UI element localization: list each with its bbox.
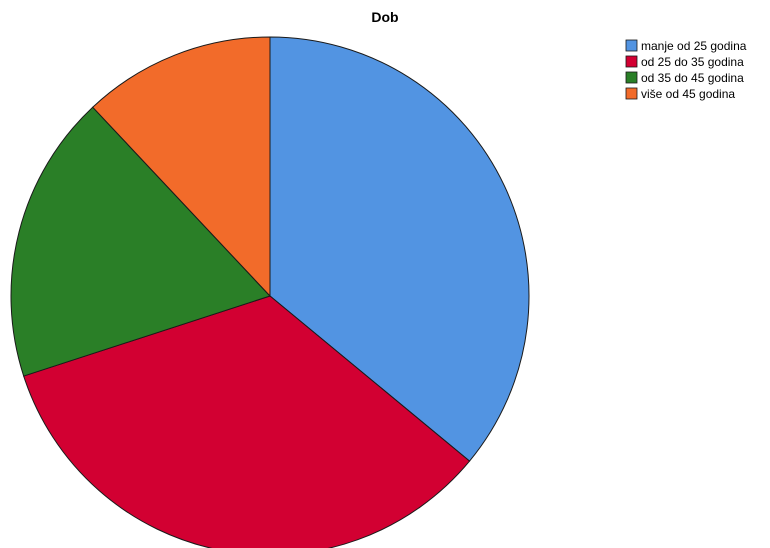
legend-swatch-4	[625, 87, 638, 100]
legend-swatch-1	[625, 39, 638, 52]
legend-label-2: od 25 do 35 godina	[641, 55, 744, 69]
legend: manje od 25 godina od 25 do 35 godina od 3…	[625, 39, 747, 101]
legend-label-1: manje od 25 godina	[641, 39, 747, 53]
legend-item-2: od 25 do 35 godina	[625, 55, 744, 69]
chart-title: Dob	[371, 9, 398, 25]
legend-item-3: od 35 do 45 godina	[625, 71, 744, 85]
pie-slice-1	[269, 36, 530, 462]
legend-swatch-2	[625, 55, 638, 68]
pie-slice-3	[10, 106, 271, 377]
legend-item-4: više od 45 godina	[625, 87, 735, 101]
legend-item-1: manje od 25 godina	[625, 39, 747, 53]
pie-slices	[10, 36, 530, 548]
legend-label-4: više od 45 godina	[641, 87, 735, 101]
pie-slice-4	[91, 36, 271, 298]
pie-slice-2	[23, 295, 471, 548]
legend-swatch-3	[625, 71, 638, 84]
legend-label-3: od 35 do 45 godina	[641, 71, 744, 85]
